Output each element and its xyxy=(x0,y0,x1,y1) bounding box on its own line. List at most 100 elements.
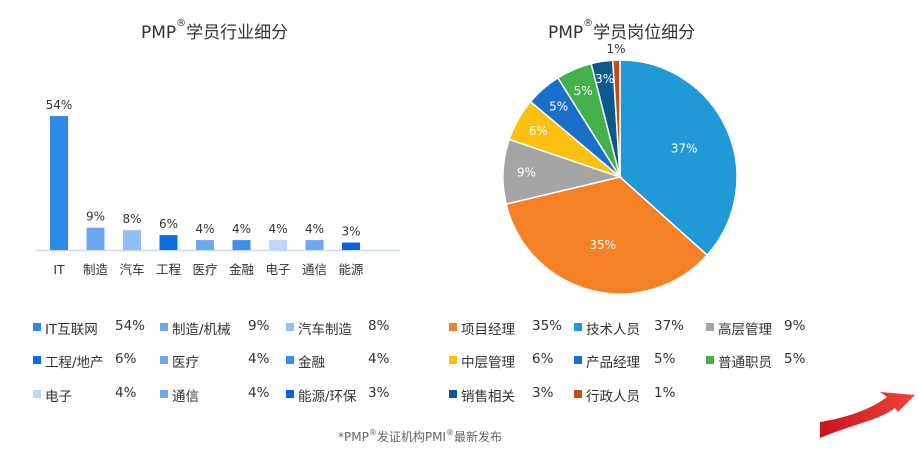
category-tick-label: 工程 xyxy=(156,262,182,277)
legend-value: 6% xyxy=(115,351,137,367)
legend-value: 9% xyxy=(248,318,270,334)
legend-value: 37% xyxy=(654,318,685,334)
legend-value: 5% xyxy=(784,351,806,367)
legend-swatch xyxy=(574,390,582,398)
legend-label: 制造/机械 xyxy=(172,322,231,338)
bar-value-label: 6% xyxy=(159,217,178,231)
pie-slice-label: 35% xyxy=(589,238,616,252)
legend-value: 9% xyxy=(784,318,806,334)
category-tick-label: 通信 xyxy=(302,262,327,277)
legend-value: 4% xyxy=(248,351,270,367)
bar-value-label: 54% xyxy=(46,98,73,112)
footnote-text: 最新发布 xyxy=(453,430,502,444)
legend-value: 8% xyxy=(368,318,390,334)
legend-swatch xyxy=(449,323,457,331)
footnote: *PMP®发证机构PMI®最新发布 xyxy=(338,428,502,445)
legend-label: 通信 xyxy=(172,389,199,405)
title-text: PMP xyxy=(141,23,177,43)
category-tick-label: 金融 xyxy=(229,262,255,277)
registered-mark: ® xyxy=(368,428,377,437)
bar-value-label: 3% xyxy=(341,225,360,239)
bar-3 xyxy=(159,235,178,250)
pie-slice-7 xyxy=(611,59,621,178)
legend-swatch xyxy=(706,323,714,331)
bar-value-label: 4% xyxy=(268,222,287,236)
legend-swatch xyxy=(574,323,582,331)
legend-swatch xyxy=(33,323,41,331)
legend-label: 行政人员 xyxy=(586,389,640,405)
legend-swatch xyxy=(160,323,168,331)
bar-7 xyxy=(305,240,324,250)
legend-label: 金融 xyxy=(298,355,325,371)
legend-value: 6% xyxy=(532,351,554,367)
bar-8 xyxy=(342,242,360,250)
category-tick-label: 汽车 xyxy=(119,262,144,277)
footnote-text: 发证机构PMI xyxy=(376,430,446,444)
legend-label: 销售相关 xyxy=(461,389,515,405)
legend-label: 高层管理 xyxy=(718,322,772,338)
title-text: 学员行业细分 xyxy=(186,23,289,43)
legend-label: 电子 xyxy=(45,389,72,405)
legend-value: 35% xyxy=(532,318,563,334)
legend-value: 54% xyxy=(115,318,146,334)
pie-slice-0 xyxy=(619,59,738,257)
legend-swatch xyxy=(286,323,294,331)
registered-mark: ® xyxy=(445,428,454,437)
legend-label: 技术人员 xyxy=(586,322,640,338)
legend-label: 汽车制造 xyxy=(298,322,352,338)
pie-slice-label: 6% xyxy=(529,124,548,138)
title-text: PMP xyxy=(548,23,584,43)
bar-5 xyxy=(232,240,251,250)
legend-swatch xyxy=(33,356,41,364)
bar-chart-title: PMP®学员行业细分 xyxy=(141,18,288,43)
pie-slice-1 xyxy=(505,176,709,295)
registered-mark: ® xyxy=(176,18,187,29)
bar-value-label: 4% xyxy=(195,222,214,236)
category-tick-label: 制造 xyxy=(83,262,109,277)
legend-value: 3% xyxy=(532,385,554,401)
footnote-text: *PMP xyxy=(338,430,369,444)
legend-swatch xyxy=(286,356,294,364)
pie-slice-label: 5% xyxy=(574,84,593,98)
category-tick-label: IT xyxy=(53,262,65,277)
legend-value: 4% xyxy=(248,385,270,401)
bar-value-label: 9% xyxy=(86,210,105,224)
legend-label: 医疗 xyxy=(172,355,199,371)
registered-mark: ® xyxy=(583,18,594,29)
bar-6 xyxy=(269,240,287,250)
legend-value: 3% xyxy=(368,385,390,401)
legend-swatch xyxy=(449,390,457,398)
legend-value: 4% xyxy=(368,351,390,367)
bar-1 xyxy=(86,227,105,250)
pie-slice-label: 9% xyxy=(517,166,536,180)
legend-label: 能源/环保 xyxy=(298,389,357,405)
legend-swatch xyxy=(33,390,41,398)
legend-label: 产品经理 xyxy=(586,355,640,371)
legend-swatch xyxy=(286,390,294,398)
legend-swatch xyxy=(574,356,582,364)
legend-label: IT互联网 xyxy=(45,322,98,338)
category-tick-label: 医疗 xyxy=(192,262,217,277)
bar-0 xyxy=(50,116,68,250)
legend-label: 普通职员 xyxy=(718,355,772,371)
legend-swatch xyxy=(160,356,168,364)
pie-slice-label: 37% xyxy=(671,141,698,155)
legend-value: 5% xyxy=(654,351,676,367)
title-text: 学员岗位细分 xyxy=(593,23,696,43)
legend-swatch xyxy=(706,356,714,364)
pie-slice-label: 3% xyxy=(595,72,614,86)
legend-label: 项目经理 xyxy=(461,322,515,338)
bar-2 xyxy=(123,230,141,250)
category-tick-label: 电子 xyxy=(265,262,290,277)
legend-label: 中层管理 xyxy=(461,355,515,371)
bar-value-label: 4% xyxy=(232,222,251,236)
category-tick-label: 能源 xyxy=(338,262,364,277)
legend-value: 4% xyxy=(115,385,137,401)
legend-swatch xyxy=(160,390,168,398)
pie-chart-title: PMP®学员岗位细分 xyxy=(548,18,695,43)
pie-slice-label: 1% xyxy=(606,42,625,56)
bar-value-label: 8% xyxy=(122,212,141,226)
pie-slice-label: 5% xyxy=(549,99,568,113)
legend-value: 1% xyxy=(654,385,676,401)
